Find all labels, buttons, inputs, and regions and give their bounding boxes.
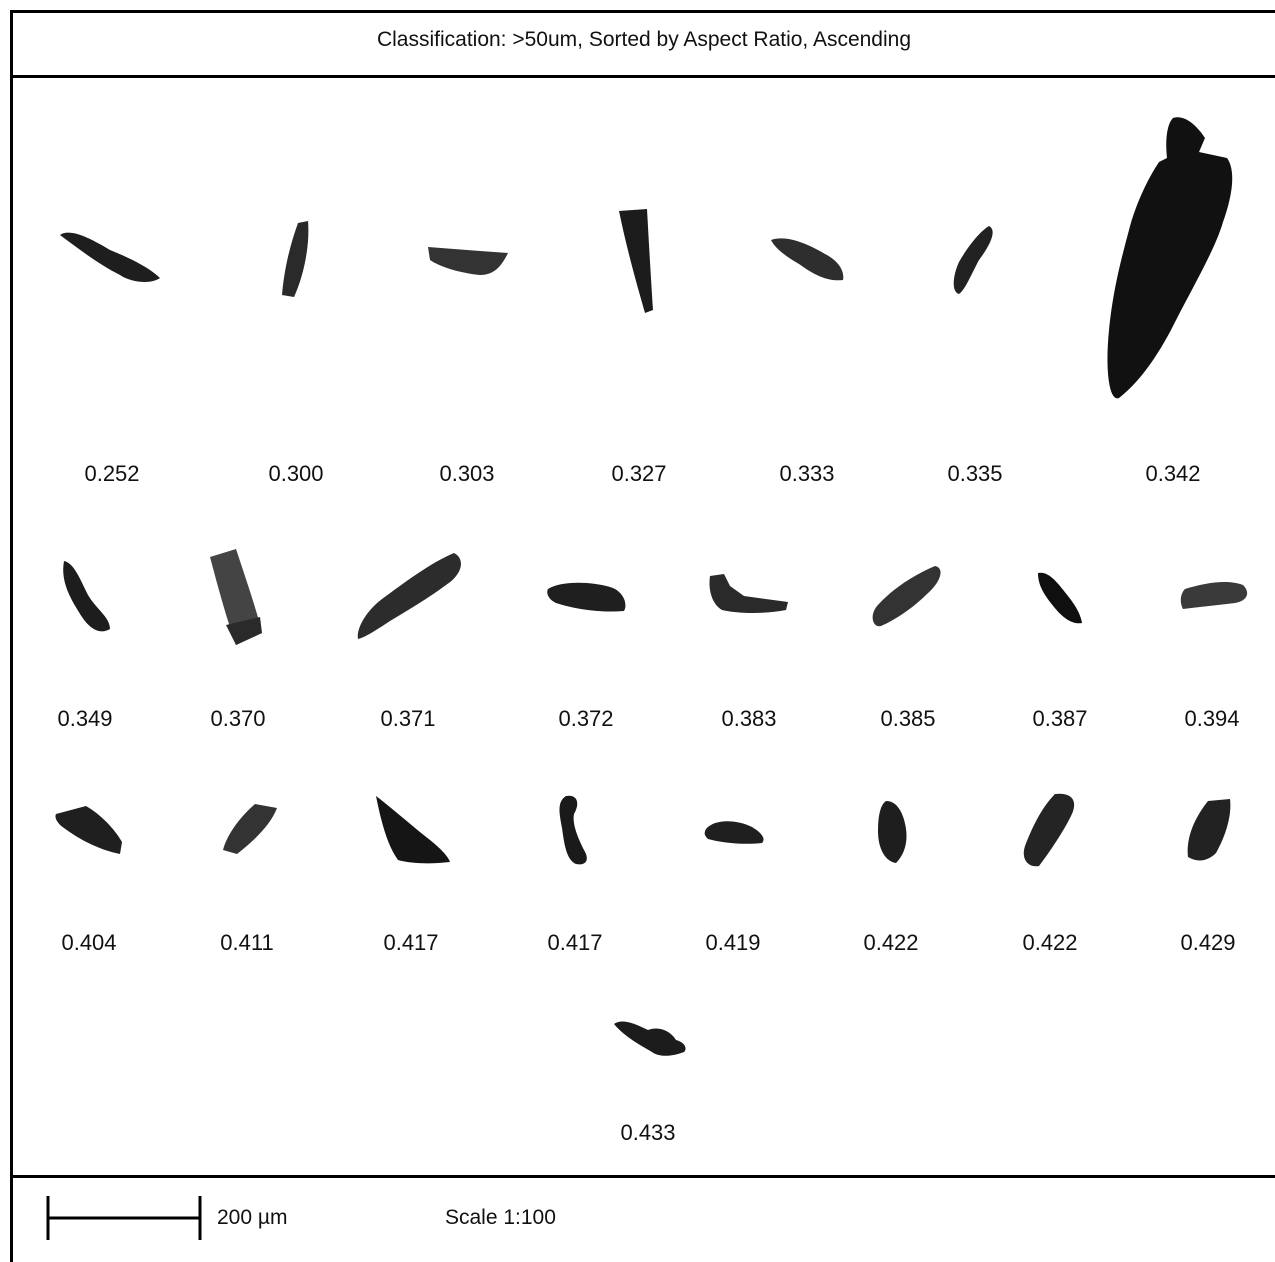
particle-image bbox=[704, 821, 764, 844]
header-divider bbox=[10, 75, 1275, 78]
particle-image bbox=[547, 582, 626, 612]
aspect-ratio-label: 0.383 bbox=[721, 706, 777, 731]
aspect-ratio-label: 0.252 bbox=[84, 461, 140, 486]
particle-image bbox=[376, 796, 450, 864]
aspect-ratio-label: 0.422 bbox=[1022, 930, 1078, 955]
particle-image bbox=[709, 574, 788, 613]
aspect-ratio-label: 0.372 bbox=[558, 706, 614, 731]
aspect-ratio-label: 0.433 bbox=[620, 1120, 676, 1145]
scale-bar-length: 200 µm bbox=[217, 1206, 288, 1229]
aspect-ratio-label: 0.417 bbox=[383, 930, 439, 955]
aspect-ratio-label: 0.422 bbox=[863, 930, 919, 955]
aspect-ratio-label: 0.349 bbox=[57, 706, 113, 731]
aspect-ratio-label: 0.411 bbox=[220, 930, 274, 955]
aspect-ratio-label: 0.333 bbox=[779, 461, 835, 486]
particle-image bbox=[1023, 793, 1075, 867]
particle-image bbox=[55, 806, 123, 854]
particle-image bbox=[1187, 799, 1231, 861]
particle-image bbox=[614, 1021, 686, 1056]
aspect-ratio-label: 0.394 bbox=[1184, 706, 1240, 731]
aspect-ratio-label: 0.303 bbox=[439, 461, 495, 486]
aspect-ratio-label: 0.387 bbox=[1032, 706, 1088, 731]
particle-image bbox=[953, 226, 993, 294]
aspect-ratio-label: 0.429 bbox=[1180, 930, 1236, 955]
particle-image bbox=[357, 553, 461, 639]
aspect-ratio-label: 0.342 bbox=[1145, 461, 1201, 486]
footer-divider bbox=[10, 1175, 1275, 1178]
particle-image bbox=[878, 801, 907, 863]
scale-ratio: Scale 1:100 bbox=[445, 1206, 556, 1229]
page-title: Classification: >50um, Sorted by Aspect … bbox=[376, 28, 912, 51]
particle-image bbox=[1107, 117, 1233, 399]
report-frame bbox=[10, 10, 1275, 1262]
particle-image bbox=[63, 561, 110, 632]
particle-image bbox=[60, 232, 160, 282]
aspect-ratio-label: 0.417 bbox=[547, 930, 603, 955]
aspect-ratio-label: 0.404 bbox=[61, 930, 117, 955]
aspect-ratio-label: 0.371 bbox=[380, 706, 436, 731]
particle-image bbox=[1038, 572, 1082, 624]
aspect-ratio-label: 0.327 bbox=[611, 461, 667, 486]
aspect-ratio-label: 0.300 bbox=[268, 461, 324, 486]
particle-image bbox=[872, 566, 941, 627]
particle-image bbox=[559, 795, 587, 865]
aspect-ratio-label: 0.385 bbox=[880, 706, 936, 731]
particle-image bbox=[1180, 582, 1248, 609]
particle-image bbox=[428, 247, 508, 275]
aspect-ratio-label: 0.335 bbox=[947, 461, 1003, 486]
scale-bar bbox=[46, 1196, 202, 1240]
aspect-ratio-label: 0.370 bbox=[210, 706, 266, 731]
particle-image bbox=[771, 238, 844, 281]
particle-image bbox=[282, 221, 309, 297]
particle-image bbox=[223, 804, 277, 854]
aspect-ratio-label: 0.419 bbox=[705, 930, 761, 955]
particle-image bbox=[210, 549, 262, 645]
particle-image bbox=[619, 209, 653, 313]
